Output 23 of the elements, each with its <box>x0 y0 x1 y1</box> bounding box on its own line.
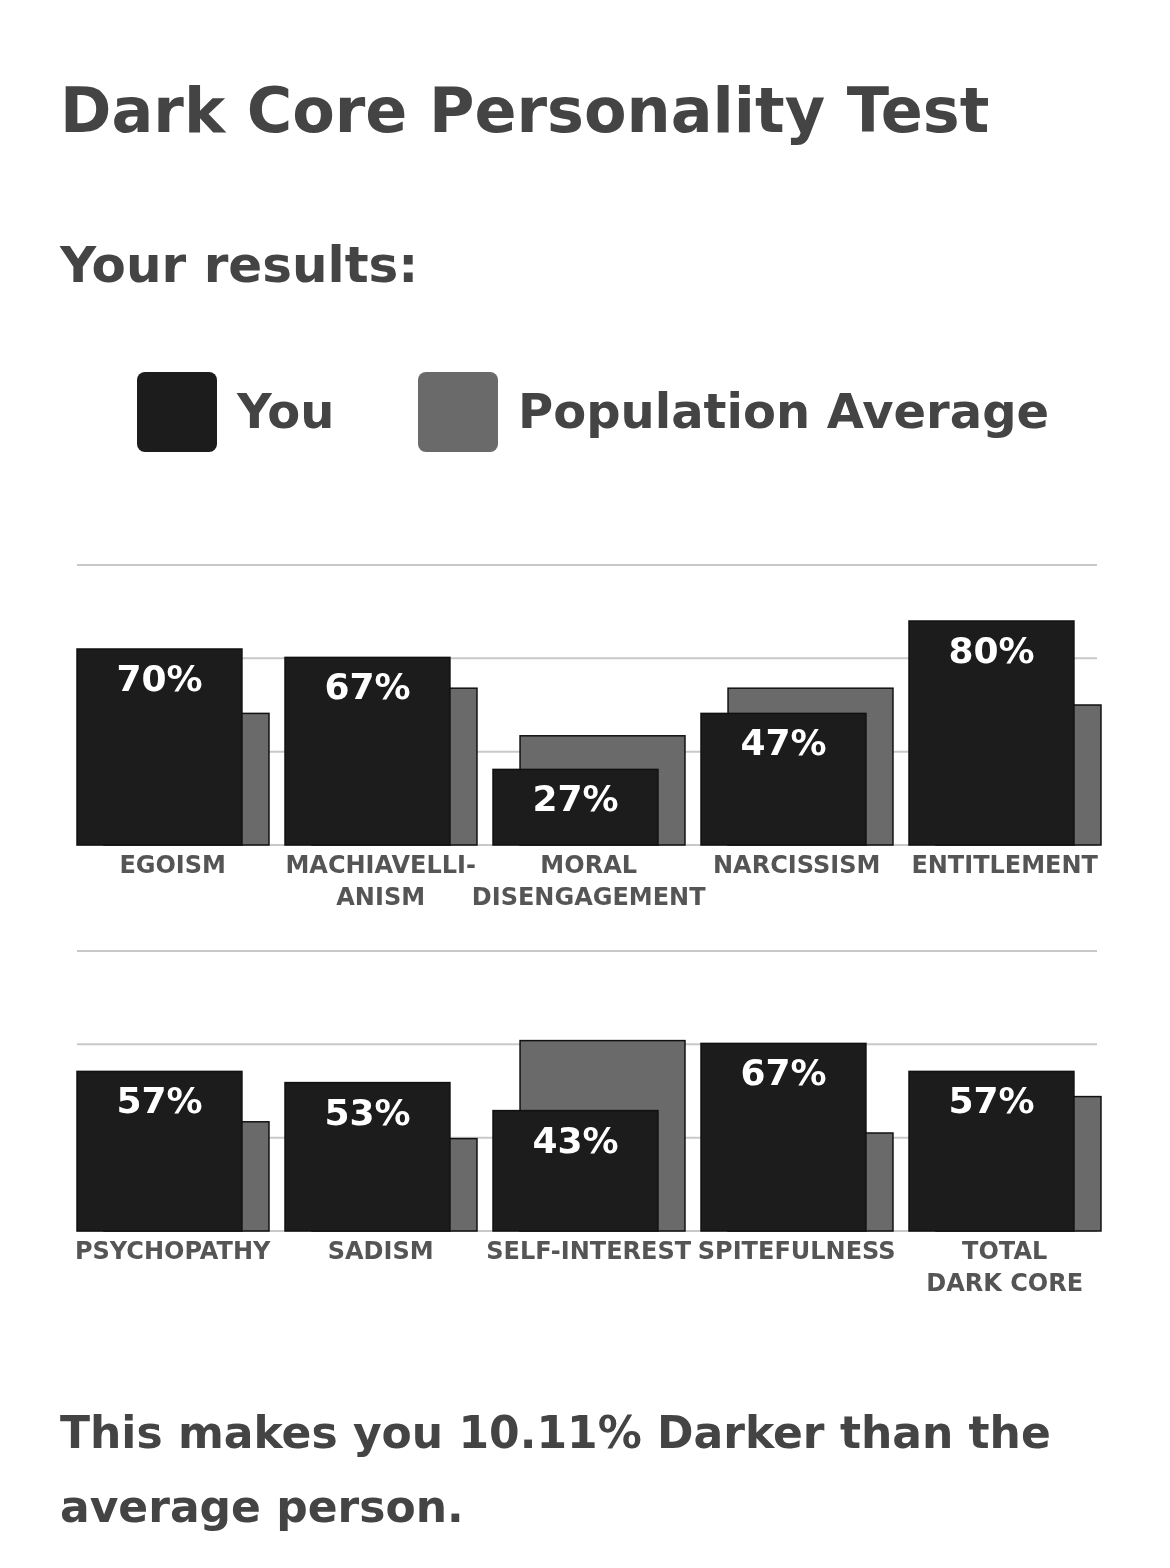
data-label: 53% <box>324 1091 411 1133</box>
chart-subtitle: Your results: <box>59 236 419 294</box>
data-label: 57% <box>948 1080 1035 1122</box>
x-tick-label: PSYCHOPATHY <box>74 1237 272 1265</box>
x-tick-label: SELF-INTEREST <box>486 1237 692 1265</box>
data-label: 43% <box>532 1119 619 1161</box>
data-label: 67% <box>324 666 411 708</box>
data-label: 47% <box>740 722 827 764</box>
data-label: 80% <box>948 630 1035 671</box>
data-label: 57% <box>116 1080 203 1122</box>
chart-title: Dark Core Personality Test <box>60 74 990 147</box>
x-tick-label: SPITEFULNESS <box>697 1237 896 1265</box>
data-label: 67% <box>740 1052 827 1094</box>
x-tick-label: SADISM <box>327 1237 434 1265</box>
x-tick-label: EGOISM <box>119 851 226 879</box>
legend-label: Population Average <box>518 383 1050 439</box>
data-label: 27% <box>532 778 619 820</box>
data-label: 70% <box>116 658 203 699</box>
legend-label: You <box>236 383 335 439</box>
x-tick-label: ENTITLEMENT <box>911 851 1099 879</box>
x-tick-label: TOTAL DARK CORE <box>926 1237 1084 1297</box>
x-tick-label: NARCISSISM <box>713 851 881 879</box>
text: This makes you 10.11% Darker than the average person. <box>60 1407 1051 1532</box>
